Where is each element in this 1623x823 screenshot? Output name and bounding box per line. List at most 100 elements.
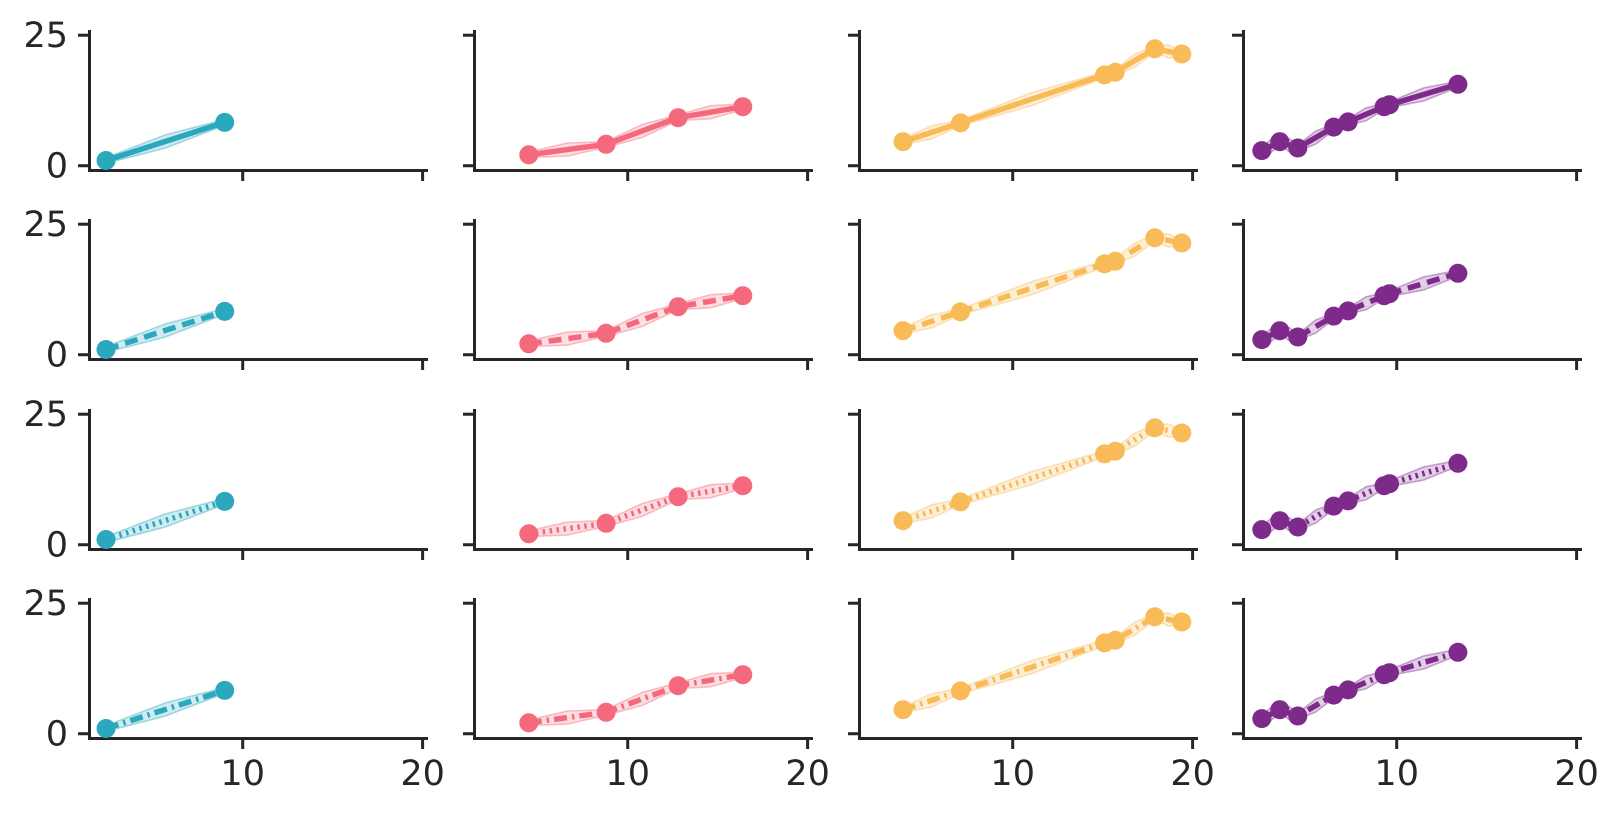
x-tick-label: 10 bbox=[220, 754, 265, 794]
axis-spines bbox=[473, 409, 813, 551]
axis-spines bbox=[473, 219, 813, 361]
data-point bbox=[893, 132, 913, 152]
data-point bbox=[893, 700, 913, 720]
axis-spines bbox=[858, 409, 1198, 551]
data-point bbox=[1145, 39, 1165, 59]
subplot-dashed-series-1-teal: 25 0 bbox=[23, 205, 428, 376]
data-point bbox=[668, 487, 688, 507]
data-point bbox=[1252, 709, 1272, 729]
subplot-dashed-series-2-coral bbox=[463, 219, 813, 370]
y-tick-label: 25 bbox=[23, 205, 68, 245]
data-point bbox=[1288, 138, 1308, 158]
data-point bbox=[1270, 700, 1290, 720]
data-point bbox=[893, 511, 913, 531]
axis-spines bbox=[88, 598, 428, 740]
axis-spines bbox=[1242, 219, 1582, 361]
data-point bbox=[1288, 517, 1308, 537]
data-point bbox=[1324, 496, 1344, 516]
subplot-dashdot-series-1-teal: 25 0 10 20 bbox=[23, 584, 444, 794]
data-point bbox=[96, 340, 116, 359]
subplot-dotted-series-2-coral bbox=[463, 409, 813, 560]
data-point bbox=[1324, 117, 1344, 137]
data-point bbox=[1380, 474, 1399, 494]
data-point bbox=[1252, 330, 1272, 350]
data-point bbox=[215, 680, 235, 700]
data-point bbox=[1448, 74, 1468, 94]
data-point bbox=[1380, 284, 1399, 304]
trend-line-dashdot bbox=[105, 687, 226, 732]
data-point bbox=[733, 97, 753, 117]
data-point bbox=[668, 108, 688, 128]
data-point bbox=[1172, 44, 1192, 64]
subplot-solid-series-2-coral bbox=[463, 30, 813, 181]
x-tick-label: 10 bbox=[1374, 754, 1419, 794]
data-point bbox=[733, 286, 753, 306]
data-point bbox=[1172, 233, 1192, 253]
data-point bbox=[596, 702, 616, 722]
data-point bbox=[596, 323, 616, 343]
data-point bbox=[1288, 706, 1308, 726]
data-point bbox=[668, 676, 688, 696]
trend-line-solid bbox=[528, 103, 744, 158]
data-point bbox=[1105, 441, 1125, 461]
subplot-solid-series-3-amber bbox=[848, 30, 1198, 181]
data-point bbox=[596, 134, 616, 154]
subplot-dashdot-series-2-coral: 10 20 bbox=[463, 598, 830, 794]
data-point bbox=[1145, 418, 1165, 438]
data-point bbox=[1145, 228, 1165, 248]
axis-spines bbox=[473, 598, 813, 740]
x-tick-label: 10 bbox=[990, 754, 1035, 794]
subplot-dashdot-series-3-amber: 10 20 bbox=[848, 598, 1215, 794]
data-point bbox=[1172, 612, 1192, 632]
data-point bbox=[1380, 95, 1399, 115]
data-point bbox=[1448, 642, 1468, 662]
data-point bbox=[96, 719, 116, 738]
axis-spines bbox=[88, 409, 428, 551]
subplot-dotted-series-1-teal: 25 0 bbox=[23, 395, 428, 566]
axis-spines bbox=[473, 30, 813, 172]
axis-spines bbox=[858, 598, 1198, 740]
data-point bbox=[951, 113, 970, 133]
subplot-dotted-series-4-purple bbox=[1232, 409, 1582, 560]
x-tick-label: 10 bbox=[605, 754, 650, 794]
axis-spines bbox=[1242, 30, 1582, 172]
subplot-dotted-series-3-amber bbox=[848, 409, 1198, 560]
subplot-dashed-series-3-amber bbox=[848, 219, 1198, 370]
x-tick-label: 20 bbox=[400, 754, 445, 794]
y-tick-label: 25 bbox=[23, 584, 68, 624]
subplot-solid-series-1-teal: 25 0 bbox=[23, 16, 428, 187]
data-point bbox=[951, 681, 970, 701]
data-point bbox=[951, 492, 970, 512]
y-tick-label: 0 bbox=[46, 715, 68, 755]
data-point bbox=[215, 491, 235, 511]
data-point bbox=[668, 297, 688, 317]
subplot-solid-series-4-purple bbox=[1232, 30, 1582, 181]
data-point bbox=[1270, 321, 1290, 341]
data-point bbox=[1270, 132, 1290, 152]
data-point bbox=[596, 513, 616, 533]
x-tick-label: 20 bbox=[1170, 754, 1215, 794]
axis-spines bbox=[858, 30, 1198, 172]
data-point bbox=[215, 301, 235, 321]
data-point bbox=[1380, 663, 1399, 683]
trend-line-dashed bbox=[528, 292, 744, 347]
trend-line-dashdot bbox=[528, 671, 744, 726]
y-tick-label: 0 bbox=[46, 336, 68, 376]
data-point bbox=[1324, 685, 1344, 705]
data-point bbox=[1270, 511, 1290, 531]
y-tick-label: 0 bbox=[46, 526, 68, 566]
data-point bbox=[1338, 491, 1358, 511]
data-point bbox=[733, 476, 753, 496]
data-point bbox=[1145, 607, 1165, 627]
data-point bbox=[1448, 263, 1468, 283]
axis-spines bbox=[88, 219, 428, 361]
axis-spines bbox=[858, 219, 1198, 361]
data-point bbox=[1252, 141, 1272, 161]
subplot-dashed-series-4-purple bbox=[1232, 219, 1582, 370]
y-tick-label: 25 bbox=[23, 16, 68, 56]
data-point bbox=[1105, 630, 1125, 650]
data-point bbox=[1338, 680, 1358, 700]
data-point bbox=[733, 665, 753, 685]
axis-spines bbox=[88, 30, 428, 172]
